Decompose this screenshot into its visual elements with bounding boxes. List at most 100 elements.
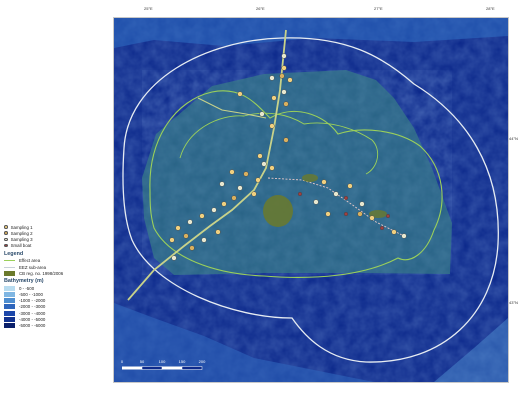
sample-point-8 [283,101,289,107]
sample-point-20 [231,195,237,201]
effect-area-texture [142,70,452,275]
sample-point-35 [347,183,353,189]
bathymetry-title: Bathymetry (m) [4,278,44,285]
sample-point-11 [269,123,275,129]
sample-point-48 [219,181,225,187]
legend-label: Sampling 3 [10,236,33,242]
sample-point-47 [229,169,235,175]
scale-tick-4: 200 [199,359,206,364]
bathy-swatch-icon [4,298,15,304]
sample-point-38 [380,225,385,230]
sample-point-42 [357,211,363,217]
legend-item-bathy-3: -1000 - -2000 [2,298,114,304]
map-frame[interactable]: 0 50 100 150 200 [113,17,509,383]
sample-point-3 [279,73,285,79]
legend-title: Legend [4,250,24,257]
sample-point-16 [243,171,249,177]
legend-item-sampling-1: Sampling 1 [2,224,114,230]
sample-point-46 [297,191,302,196]
bathy-swatch-icon [4,285,15,291]
legend-label: -5000 - -6000 [19,323,46,329]
legend-item-sampling-3: Sampling 3 [2,236,114,242]
sample-point-9 [237,91,243,97]
shelf-bottom-right [434,318,508,382]
lon-tick-1: 25°E [144,6,153,11]
bathy-swatch-icon [4,323,15,329]
sample-point-24 [187,219,193,225]
legend-label: EEZ sub-area [19,264,47,270]
scale-tick-2: 100 [159,359,166,364]
dump-site-area [263,195,293,227]
map-canvas[interactable]: 0 50 100 150 200 [114,18,508,382]
sample-point-7 [271,95,277,101]
sample-point-34 [343,195,348,200]
cable-branch-east [267,177,405,237]
scale-bar-segment-4 [181,366,203,370]
bathy-swatch-icon [4,310,15,316]
legend-item-effect-area: Effect area [2,258,114,264]
sample-point-32 [321,179,327,185]
sample-point-15 [269,165,275,171]
legend-label: Effect area [19,258,41,264]
cable-branch-west [197,97,267,119]
legend-label: Sampling 2 [10,230,33,236]
sampling-3-dot-icon [4,237,8,242]
lon-tick-4: 28°E [486,6,495,11]
legend-label: -2000 - -3000 [19,304,46,310]
sample-point-28 [201,237,207,243]
scale-bar-segment-1 [122,366,142,370]
scale-bar-segment-3 [162,366,182,370]
bathy-swatch-icon [4,292,15,298]
sample-point-22 [211,207,217,213]
sample-point-26 [183,233,189,239]
sample-point-10 [259,111,265,117]
legend-item-bathy-7: -5000 - -6000 [2,322,114,329]
sample-point-5 [287,77,293,83]
sample-point-12 [283,137,289,143]
sample-point-13 [257,153,263,159]
lat-tick-1: 44°N [509,136,518,141]
lon-tick-3: 27°E [374,6,383,11]
sampling-2-dot-icon [4,231,8,236]
bathy-swatch-icon [4,304,15,310]
lon-tick-2: 26°E [256,6,265,11]
scale-tick-3: 150 [179,359,186,364]
sample-point-30 [189,245,195,251]
sample-point-29 [215,229,221,235]
sample-points [169,53,407,261]
eez-sub-area-line-icon [4,266,15,268]
legend-item-eez-sub-area: EEZ sub-area [2,264,114,270]
sample-point-43 [343,211,348,216]
legend-item-sampling-2: Sampling 2 [2,230,114,236]
shelf-top [114,18,508,48]
legend-item-bathy-5: -3000 - -4000 [2,310,114,316]
effect-area-outline-inner [179,112,379,175]
effect-area-line-icon [4,260,15,262]
sample-point-41 [386,213,391,218]
lat-tick-2: 43°N [509,300,518,305]
sample-point-1 [281,53,287,59]
legend-label: 0 - -500 [19,285,35,291]
scale-bar-segment-2 [141,366,163,370]
legend-item-bathy-1: 0 - -500 [2,285,114,291]
legend-item-small-boat: Small boat [2,243,114,249]
legend-label: Sampling 1 [10,224,33,230]
sample-point-33 [333,191,339,197]
eez-sub-area-outline [122,37,499,363]
legend-item-bathy-6: -4000 - -5000 [2,316,114,322]
sample-point-40 [401,233,407,239]
sample-point-4 [269,75,275,81]
sample-point-25 [175,225,181,231]
sample-point-45 [313,199,319,205]
legend-label: Small boat [10,243,32,249]
dump-site-small-1 [302,174,318,182]
legend-item-cb-reg: CB reg. no. 1998/2006 [2,270,114,276]
legend-label: -3000 - -4000 [19,310,46,316]
sample-point-14 [261,161,267,167]
legend-label: -500 - -1000 [19,292,43,298]
legend-label: -4000 - -5000 [19,316,46,322]
legend-label: CB reg. no. 1998/2006 [19,270,64,276]
map-legend: Sampling 1 Sampling 2 Sampling 3 Small b… [2,224,114,329]
sample-point-19 [251,191,257,197]
scale-tick-1: 50 [140,359,145,364]
